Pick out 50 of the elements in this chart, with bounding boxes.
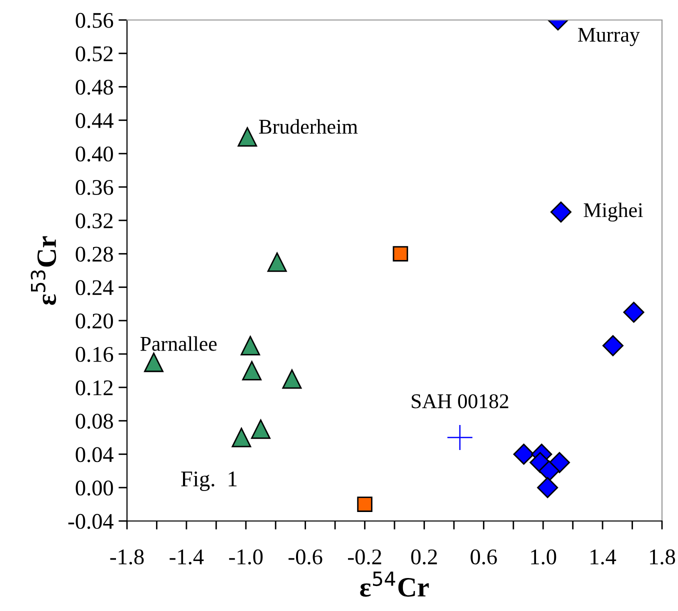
y-tick-label: 0.08 <box>76 414 113 429</box>
x-tick-label: -1.4 <box>170 550 204 565</box>
point <box>538 460 560 482</box>
x-tick-label: -0.6 <box>288 549 322 565</box>
point <box>623 302 644 323</box>
point <box>267 252 287 272</box>
y-tick-label: 0.24 <box>76 280 114 296</box>
point <box>238 127 258 147</box>
x-tick-label: -0.2 <box>348 549 382 565</box>
point <box>144 352 164 372</box>
y-tick-label: -0.04 <box>68 514 114 530</box>
x-tick-label: 1.4 <box>590 550 616 565</box>
y-tick-label: 0.48 <box>76 80 113 95</box>
annotation: Bruderheim <box>259 119 358 134</box>
y-tick-label: 0.28 <box>76 246 113 262</box>
point <box>232 428 252 448</box>
annotation: Murray <box>578 28 640 46</box>
x-tick-label: 0.6 <box>470 549 497 565</box>
x-tick-label: -1.0 <box>229 549 263 565</box>
y-axis-title: ε$^{53}$Cr <box>30 236 56 305</box>
annotation: Mighei <box>584 202 643 222</box>
y-tick-label: 0.40 <box>76 146 113 162</box>
y-tick-label: 0.12 <box>76 380 113 396</box>
y-tick-label: 0.32 <box>76 213 113 228</box>
point <box>392 246 408 262</box>
point <box>602 335 624 356</box>
x-tick-label: 1.0 <box>531 549 556 565</box>
annotation: Parnallee <box>140 336 217 351</box>
x-tick-label: 1.8 <box>650 549 676 565</box>
point <box>242 360 262 380</box>
x-tick-label: -1.8 <box>110 549 144 565</box>
x-tick-label: 0.2 <box>411 549 437 565</box>
y-tick-label: 0.44 <box>76 113 114 128</box>
point <box>282 369 302 389</box>
point <box>240 336 260 356</box>
y-tick-label: 0.56 <box>76 12 114 28</box>
y-tick-label: 0.16 <box>76 346 114 362</box>
point <box>537 477 558 498</box>
point <box>550 202 572 223</box>
annotation: SAH 00182 <box>412 394 508 408</box>
y-tick-label: 0.20 <box>76 314 113 329</box>
y-tick-label: 0.04 <box>76 447 114 462</box>
y-tick-label: 0.36 <box>76 180 114 196</box>
annotation: Fig. 1 <box>181 471 237 491</box>
point <box>251 419 270 439</box>
point <box>357 496 372 512</box>
x-axis-title: ε$^{54}$Cr <box>360 572 429 597</box>
y-tick-label: 0.00 <box>76 480 113 496</box>
y-tick-label: 0.52 <box>76 46 113 62</box>
point <box>513 444 534 465</box>
